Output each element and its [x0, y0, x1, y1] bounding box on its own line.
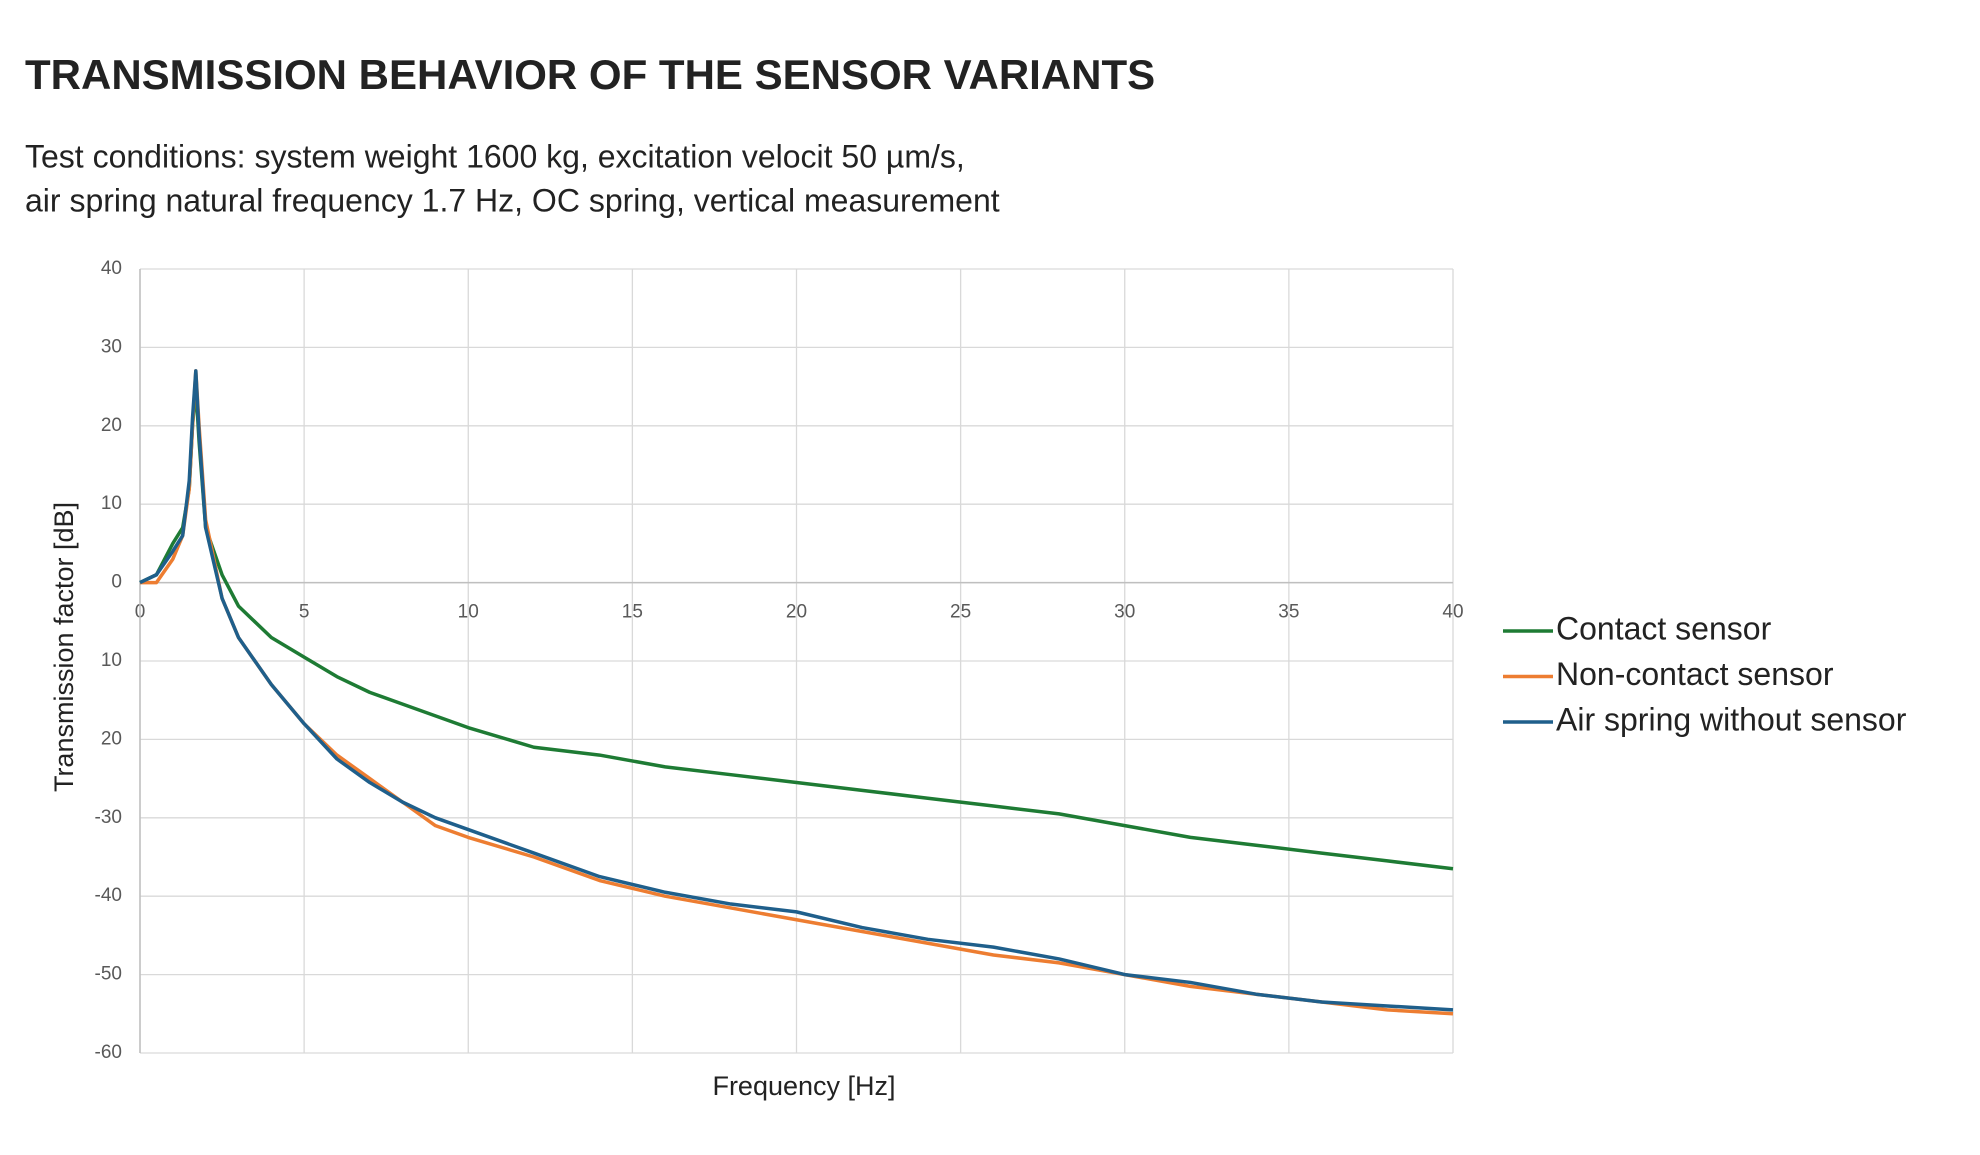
x-axis-title: Frequency [Hz]: [712, 1071, 895, 1101]
subtitle: Test conditions: system weight 1600 kg, …: [25, 138, 965, 174]
data-line: [139, 369, 1454, 1012]
y-tick-label: 40: [101, 258, 122, 279]
legend-label: Contact sensor: [1556, 610, 1772, 646]
x-tick-label: 30: [1114, 602, 1135, 623]
y-tick-label: 20: [101, 728, 122, 749]
y-tick-label: 10: [101, 650, 122, 671]
y-tick-label: 30: [101, 336, 122, 357]
x-tick-label: 20: [786, 602, 807, 623]
x-tick-label: 10: [458, 602, 479, 623]
x-tick-label: 35: [1278, 602, 1299, 623]
y-tick-label: 10: [101, 493, 122, 514]
legend-label: Air spring without sensor: [1556, 701, 1907, 737]
x-tick-label: 5: [299, 602, 310, 623]
y-tick-label: -50: [95, 964, 122, 985]
chart-title: TRANSMISSION BEHAVIOR OF THE SENSOR VARI…: [25, 51, 1155, 98]
legend-label: Non-contact sensor: [1556, 656, 1834, 692]
x-tick-label: 25: [950, 602, 971, 623]
y-tick-label: -40: [95, 885, 122, 906]
y-tick-label: 0: [111, 572, 122, 593]
y-tick-label: -60: [95, 1042, 122, 1063]
x-tick-label: 15: [622, 602, 643, 623]
x-tick-label: 40: [1442, 602, 1463, 623]
y-tick-label: 20: [101, 415, 122, 436]
subtitle: air spring natural frequency 1.7 Hz, OC …: [25, 182, 1000, 218]
y-axis-title: Transmission factor [dB]: [49, 502, 79, 792]
y-tick-label: -30: [95, 807, 122, 828]
